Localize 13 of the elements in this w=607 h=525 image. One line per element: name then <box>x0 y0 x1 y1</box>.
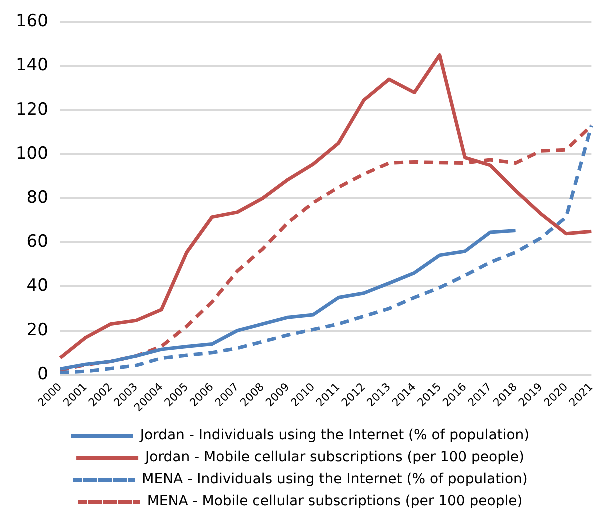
legend-label: MENA - Mobile cellular subscriptions (per 100 people) <box>147 494 523 510</box>
y-tick-label: 80 <box>26 188 48 208</box>
y-tick-label: 160 <box>16 12 48 32</box>
y-tick-label: 40 <box>26 276 48 296</box>
legend-label: MENA - Individuals using the Internet (% of population) <box>142 472 528 488</box>
y-tick-label: 140 <box>16 56 48 76</box>
y-tick-label: 100 <box>16 144 48 164</box>
y-tick-label: 60 <box>26 232 48 252</box>
y-tick-label: 20 <box>26 320 48 340</box>
legend-label: Jordan - Individuals using the Internet (% of population) <box>139 428 530 444</box>
y-tick-label: 0 <box>38 364 48 384</box>
legend-label: Jordan - Mobile cellular subscriptions (per 100 people) <box>144 450 524 466</box>
y-tick-label: 120 <box>16 100 48 120</box>
